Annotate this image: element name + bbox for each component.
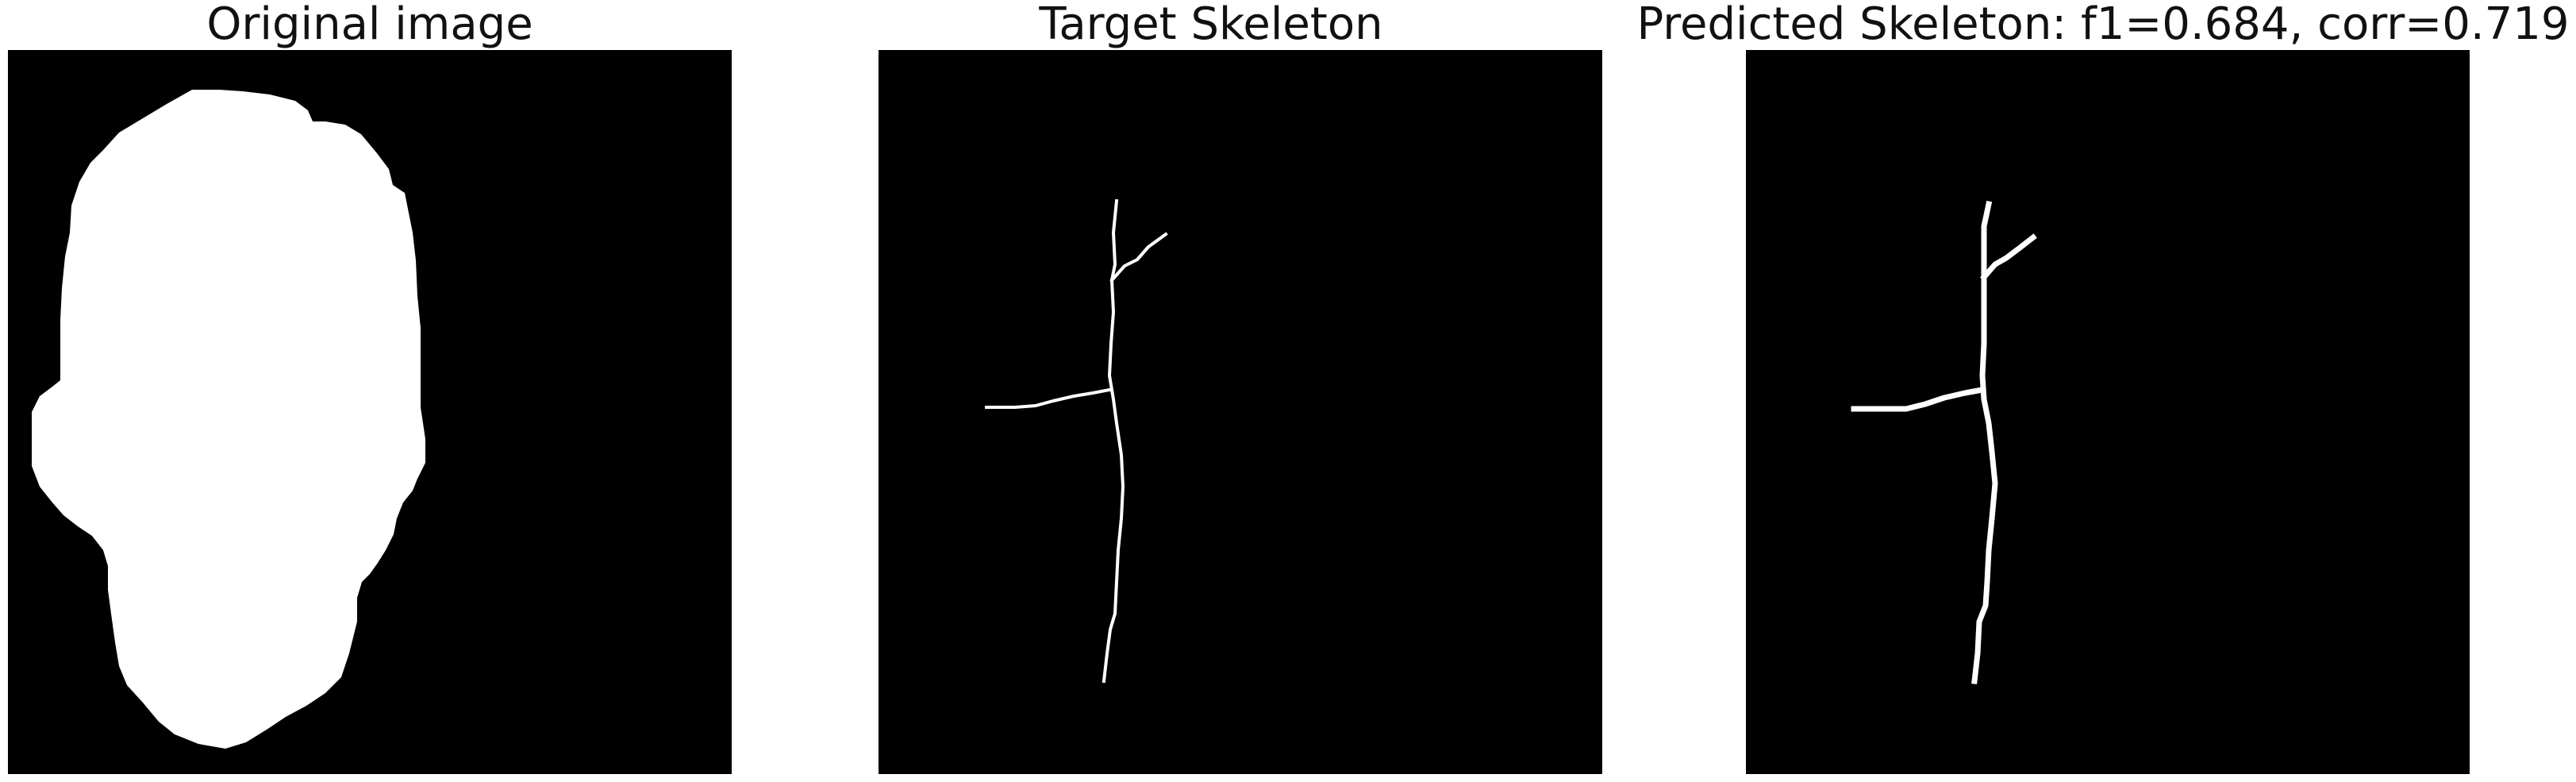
target-skeleton-left-branch: [985, 387, 1112, 409]
head-mask-shape: [32, 90, 425, 749]
predicted-skeleton-svg: [1851, 200, 2037, 684]
original-mask-svg: [32, 90, 425, 749]
predicted-skeleton-left-branch: [1851, 386, 1986, 412]
original-image-panel: [8, 50, 732, 774]
target-skeleton-panel: [879, 50, 1602, 774]
panel-title-original: Original image: [206, 0, 533, 50]
panel-title-target-skeleton: Target Skeleton: [1039, 0, 1383, 50]
predicted-skeleton-panel: [1746, 50, 2470, 774]
target-skeleton-upper-branch: [1109, 232, 1168, 283]
target-skeleton-svg: [985, 198, 1168, 684]
predicted-skeleton-upper-branch: [1980, 233, 2037, 281]
panel-title-predicted-skeleton: Predicted Skeleton: f1=0.684, corr=0.719: [1636, 0, 2570, 50]
